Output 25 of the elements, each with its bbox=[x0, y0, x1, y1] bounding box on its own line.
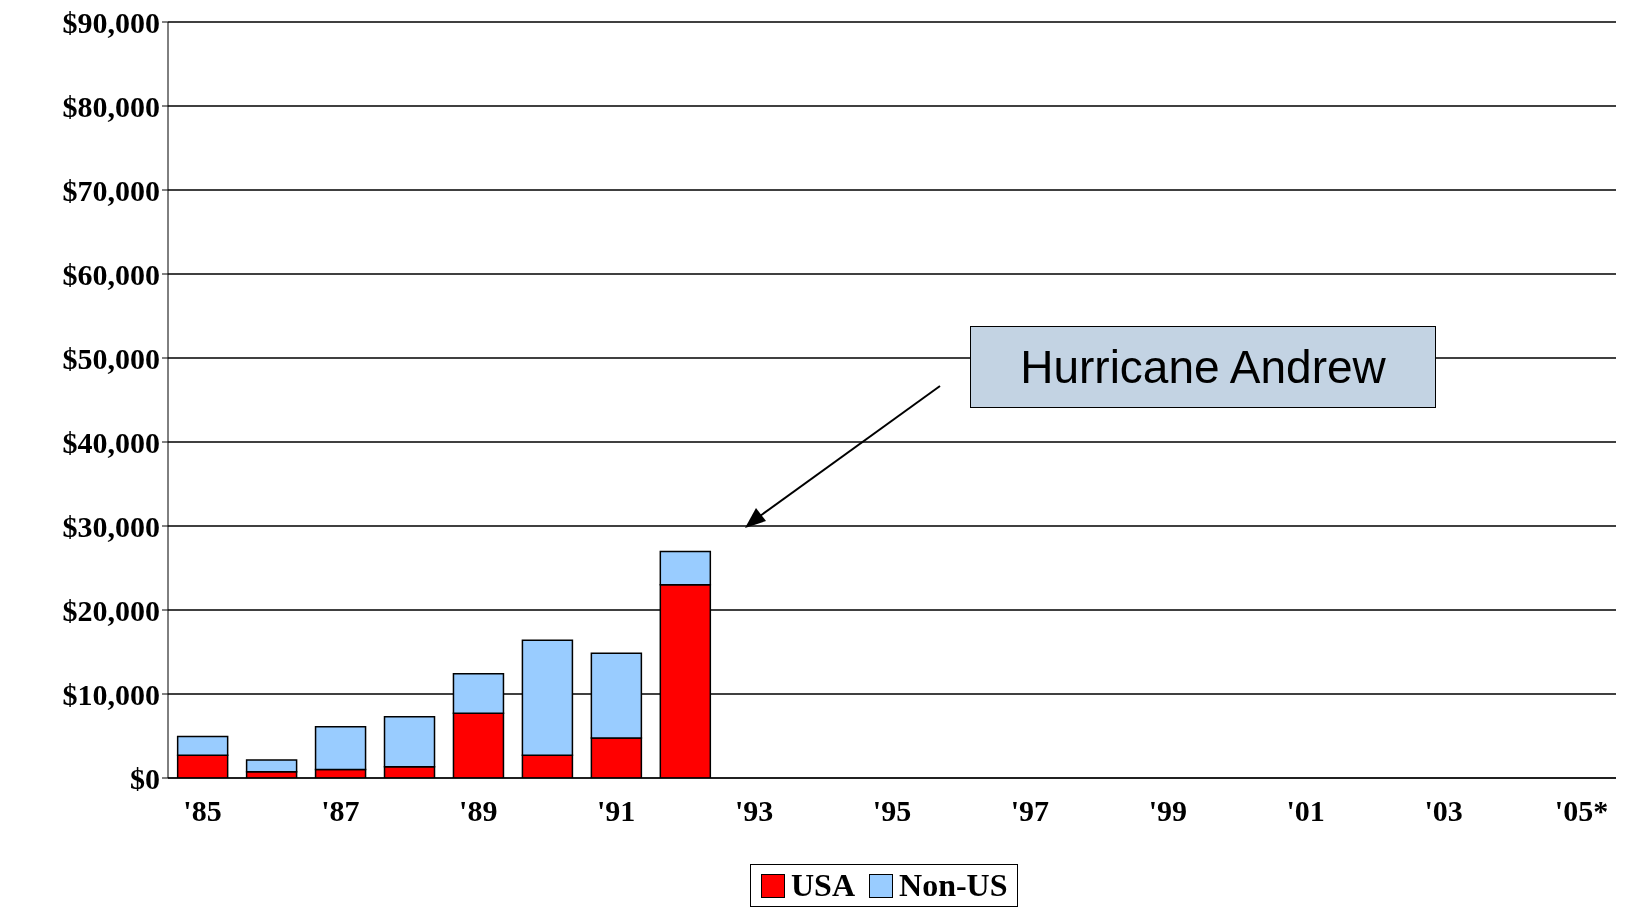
x-tick-label: '89 bbox=[459, 794, 498, 828]
x-tick-label: '01 bbox=[1286, 794, 1325, 828]
x-tick-label: '97 bbox=[1010, 794, 1050, 828]
legend-label: Non-US bbox=[899, 867, 1008, 904]
y-tick-label: $30,000 bbox=[62, 509, 160, 543]
x-tick-label: '05* bbox=[1554, 794, 1609, 828]
x-tick-label: '03 bbox=[1424, 794, 1463, 828]
y-tick-label: $0 bbox=[130, 761, 160, 795]
x-tick-label: '91 bbox=[597, 794, 636, 828]
x-tick-label: '87 bbox=[321, 794, 360, 828]
y-tick-label: $40,000 bbox=[62, 425, 160, 459]
y-tick-label: $90,000 bbox=[62, 5, 160, 39]
bar bbox=[245, 759, 298, 773]
y-tick-label: $20,000 bbox=[62, 593, 160, 627]
x-tick-label: '95 bbox=[872, 794, 912, 828]
x-tick-label: '99 bbox=[1148, 794, 1187, 828]
annotation: Hurricane Andrew bbox=[970, 326, 1436, 408]
x-tick-label: '93 bbox=[734, 794, 774, 828]
y-tick-label: $10,000 bbox=[62, 677, 160, 711]
y-tick-label: $80,000 bbox=[62, 89, 160, 123]
y-tick-label: $60,000 bbox=[62, 257, 160, 291]
y-tick-label: $70,000 bbox=[62, 173, 160, 207]
y-tick-label: $50,000 bbox=[62, 341, 160, 375]
x-tick-label: '85 bbox=[183, 794, 222, 828]
legend-label: USA bbox=[791, 867, 856, 904]
